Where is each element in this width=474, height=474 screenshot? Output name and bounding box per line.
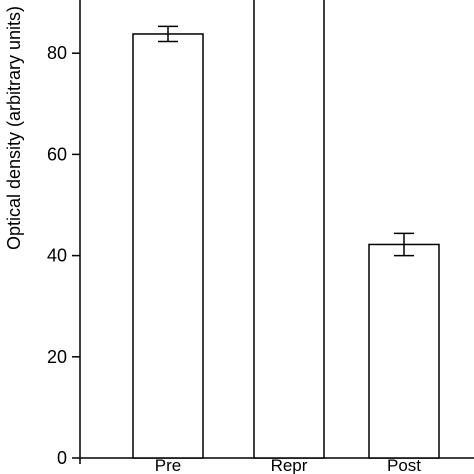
category-label-post: Post xyxy=(387,456,421,474)
y-tick-label: 60 xyxy=(47,144,67,164)
y-tick-label: 20 xyxy=(47,347,67,367)
category-label-repr: Repr xyxy=(271,456,308,474)
y-tick-label: 80 xyxy=(47,43,67,63)
category-label-pre: Pre xyxy=(155,456,181,474)
bar-pre xyxy=(132,33,204,459)
y-tick-label: 0 xyxy=(57,448,67,468)
y-axis: 0 20 40 60 80 xyxy=(47,0,81,468)
bars xyxy=(132,0,440,459)
category-labels: Pre Repr Post xyxy=(155,456,422,474)
y-tick-label: 40 xyxy=(47,246,67,266)
y-axis-label: Optical density (arbitrary units) xyxy=(4,6,24,250)
error-bars xyxy=(158,25,414,257)
bar-post xyxy=(368,243,440,459)
bar-repr xyxy=(253,0,325,459)
